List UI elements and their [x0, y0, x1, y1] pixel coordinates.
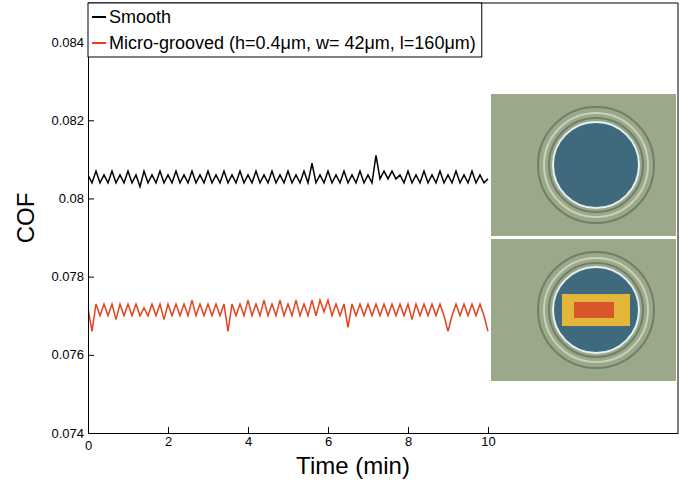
legend-label: Smooth — [109, 7, 171, 27]
y-axis: 0.074 0.076 0.078 0.08 0.082 0.084 — [51, 4, 94, 441]
inset-ring — [538, 107, 654, 223]
x-tick: 4 — [245, 427, 252, 449]
inset-contact — [553, 122, 639, 208]
y-tick-mark — [88, 433, 94, 434]
x-tick-label: 10 — [481, 434, 495, 449]
y-tick: 0.082 — [51, 113, 94, 128]
inset-background — [491, 239, 676, 381]
y-axis-title: COF — [12, 193, 39, 244]
x-tick: 10 — [481, 427, 495, 449]
y-tick: 0.076 — [51, 347, 94, 362]
inset-ring — [544, 258, 648, 362]
y-tick: 0.074 — [51, 426, 94, 441]
series-line — [88, 155, 488, 186]
x-tick-mark — [168, 427, 169, 433]
inset-groove-core — [574, 302, 614, 318]
x-tick-mark — [408, 427, 409, 433]
x-axis-title: Time (min) — [296, 452, 410, 479]
inset-background — [491, 94, 676, 236]
plot-area — [88, 155, 488, 331]
y-tick-label: 0.074 — [51, 426, 84, 441]
x-tick-label: 6 — [325, 434, 332, 449]
y-tick-mark — [88, 355, 94, 356]
y-tick-mark — [88, 120, 94, 121]
x-axis-line — [89, 433, 679, 434]
x-tick-mark — [248, 427, 249, 433]
y-axis-line — [88, 4, 89, 434]
chart: 0 2 4 6 8 10 0.074 0.076 0.078 0.08 0.082 0.084 Time… — [0, 0, 681, 485]
y-tick-label: 0.078 — [51, 269, 84, 284]
y-tick-label: 0.076 — [51, 347, 84, 362]
inset-image — [491, 239, 676, 381]
y-tick-mark — [88, 198, 94, 199]
y-tick-label: 0.084 — [51, 35, 84, 50]
x-tick: 8 — [405, 427, 412, 449]
legend-swatch — [92, 16, 106, 18]
x-tick-label: 2 — [165, 434, 172, 449]
inset-ring — [549, 263, 643, 357]
y-tick-label: 0.082 — [51, 113, 84, 128]
x-tick-label: 4 — [245, 434, 252, 449]
x-tick-mark — [328, 427, 329, 433]
y-tick: 0.078 — [51, 269, 94, 284]
plot-frame — [88, 3, 678, 433]
x-tick-label: 0 — [85, 438, 92, 453]
frame-right — [678, 3, 679, 433]
inset-image — [491, 94, 676, 236]
inset-ring — [549, 118, 643, 212]
inset-ring — [538, 252, 654, 368]
inset-contact — [553, 267, 639, 353]
x-tick-label: 8 — [405, 434, 412, 449]
series-line — [88, 300, 488, 331]
y-tick: 0.08 — [59, 191, 94, 206]
y-tick-label: 0.08 — [59, 191, 84, 206]
legend-swatch — [92, 42, 106, 44]
legend-label: Micro-grooved (h=0.4μm, w= 42μm, l=160μm… — [109, 33, 476, 53]
legend: Smooth Micro-grooved (h=0.4μm, w= 42μm, l… — [88, 3, 482, 57]
inset-groove — [562, 294, 630, 326]
x-tick-mark — [488, 427, 489, 433]
legend-box — [88, 3, 482, 57]
y-tick-mark — [88, 277, 94, 278]
x-axis: 0 2 4 6 8 10 — [85, 427, 679, 453]
x-tick: 2 — [165, 427, 172, 449]
x-tick: 6 — [325, 427, 332, 449]
inset-ring — [544, 113, 648, 217]
